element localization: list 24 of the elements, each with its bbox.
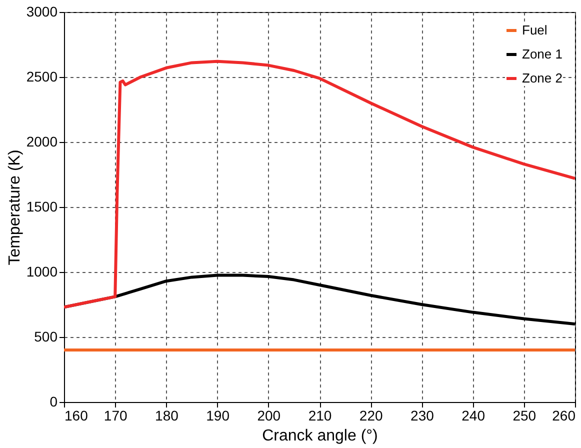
x-tick-label: 250 bbox=[512, 408, 536, 424]
x-tick-label: 260 bbox=[552, 408, 576, 424]
line-series bbox=[64, 60, 575, 309]
x-tick-label: 180 bbox=[155, 408, 179, 424]
y-tick-label: 2000 bbox=[26, 134, 58, 150]
x-tick-label: 190 bbox=[206, 408, 230, 424]
legend-label: Zone 2 bbox=[522, 70, 562, 86]
legend-label: Fuel bbox=[522, 22, 548, 38]
x-tick-label: 210 bbox=[308, 408, 332, 424]
y-tick-label: 500 bbox=[34, 328, 58, 344]
y-tick-label: 0 bbox=[50, 394, 58, 410]
y-tick-label: 2500 bbox=[26, 68, 58, 84]
y-tick-label: 1500 bbox=[26, 198, 58, 214]
y-tick-label: 3000 bbox=[26, 4, 58, 20]
x-tick-label: 240 bbox=[462, 408, 486, 424]
x-axis-title: Cranck angle (°) bbox=[262, 428, 378, 444]
y-tick-label: 1000 bbox=[26, 264, 58, 280]
y-axis-title: Temperature (K) bbox=[6, 150, 24, 266]
x-tick-label: 200 bbox=[257, 408, 281, 424]
x-tick-label: 170 bbox=[104, 408, 128, 424]
x-tick-label: 230 bbox=[410, 408, 434, 424]
x-tick-label: 220 bbox=[359, 408, 383, 424]
x-tick-label: 160 bbox=[64, 408, 88, 424]
legend-label: Zone 1 bbox=[522, 46, 562, 62]
